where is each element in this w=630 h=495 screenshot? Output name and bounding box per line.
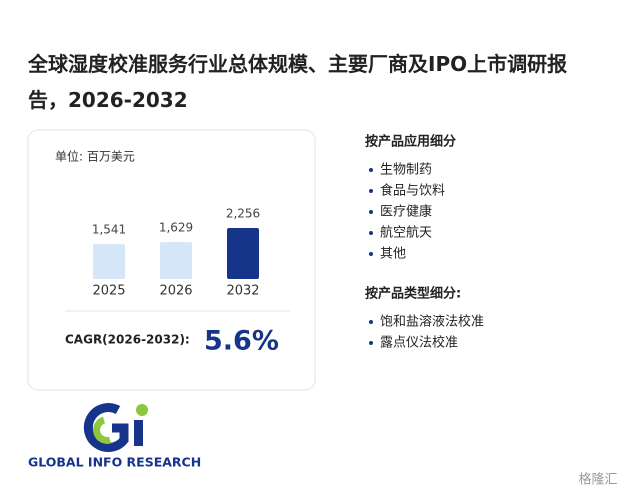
bullet <box>369 320 373 324</box>
logo-dot <box>136 404 148 416</box>
bullet <box>369 252 373 256</box>
bullet <box>369 341 373 345</box>
category-label: 2026 <box>159 284 192 299</box>
bar <box>160 242 192 279</box>
unit-label: 单位: 百万美元 <box>55 149 135 164</box>
logo-g-inner <box>93 416 112 444</box>
cagr-value: 5.6% <box>204 326 279 357</box>
bullet <box>369 168 373 172</box>
value-label: 2,256 <box>226 207 260 221</box>
segment-item: 食品与饮料 <box>380 183 445 199</box>
category-label: 2032 <box>226 284 259 299</box>
cagr-label: CAGR(2026-2032): <box>65 333 190 347</box>
logo-text: GLOBAL INFO RESEARCH <box>28 455 201 470</box>
bullet <box>369 231 373 235</box>
segment-title: 按产品应用细分 <box>365 134 456 150</box>
bullet <box>369 210 373 214</box>
logo-g <box>83 403 129 453</box>
segment-item: 饱和盐溶液法校准 <box>380 314 484 330</box>
segment-item: 航空航天 <box>380 225 432 241</box>
bar <box>227 228 259 279</box>
title: 全球湿度校准服务行业总体规模、主要厂商及IPO上市调研报告，2026-2032 <box>28 52 568 112</box>
logo-mark <box>83 403 148 453</box>
segment-item: 生物制药 <box>380 163 432 178</box>
bullet <box>369 189 373 193</box>
segment-item: 医疗健康 <box>380 204 432 220</box>
brand: 格隆汇 <box>578 472 617 488</box>
category-label: 2025 <box>92 284 125 299</box>
logo-i <box>134 420 143 446</box>
bar <box>93 244 125 279</box>
segment-item: 其他 <box>380 247 406 262</box>
segment-title: 按产品类型细分: <box>365 286 461 302</box>
segment-item: 露点仪法校准 <box>380 335 458 351</box>
value-label: 1,629 <box>159 221 193 235</box>
value-label: 1,541 <box>92 223 126 237</box>
